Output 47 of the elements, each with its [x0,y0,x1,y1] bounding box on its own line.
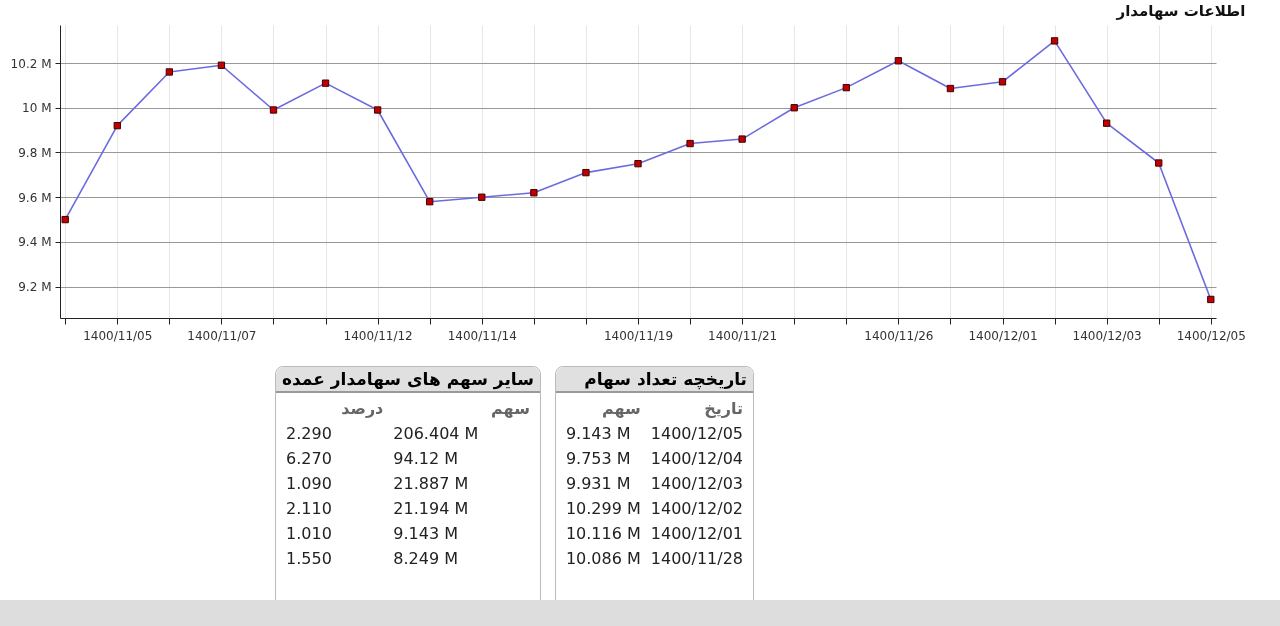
x-tick-label: 1400/11/12 [343,328,413,343]
text: سهم [490,399,530,418]
text: 2.290 [286,424,333,443]
x-tick-label: 1400/12/01 [968,328,1038,343]
x-tick-label: 1400/11/14 [447,328,517,343]
text: 206.404 M [393,424,480,443]
text: 1400/11/28 [650,549,743,568]
text: 10.086 M [565,549,641,568]
y-tick-label: 10.2 M [10,56,52,71]
text: 1400/12/05 [650,424,743,443]
text: 1400/12/03 [650,474,743,493]
text: درصد [340,399,384,418]
text: 9.931 M [565,474,632,493]
y-tick-label: 10 M [22,101,52,116]
text: تاریخ [703,399,743,418]
text: 10.116 M [565,524,641,543]
text: 1400/12/04 [650,449,743,468]
y-tick-label: 9.6 M [18,190,52,205]
text: 8.249 M [393,549,460,568]
text: تاریخچه تعداد سهام [555,367,753,393]
text: سهم [600,399,641,418]
x-tick-label: 1400/12/05 [1176,328,1246,343]
y-tick-label: 9.4 M [18,235,52,250]
x-tick-label: 1400/12/03 [1072,328,1142,343]
text: 1400/12/02 [650,499,743,518]
y-tick-label: 9.8 M [18,145,52,160]
x-tick-label: 1400/11/21 [708,328,778,343]
x-tick-label: 1400/11/05 [83,328,153,343]
x-tick-label: 1400/11/26 [864,328,934,343]
text: 2.110 [286,499,333,518]
text: 1.550 [286,549,333,568]
text: 9.143 M [393,524,460,543]
text: 9.753 M [565,449,632,468]
y-tick-label: 9.2 M [18,280,52,295]
text: 21.194 M [393,499,470,518]
text: 1.010 [286,524,333,543]
x-tick-label: 1400/11/19 [603,328,674,343]
text: 6.270 [286,449,333,468]
text: 1400/12/01 [650,524,743,543]
chart-title: اطلاعات سهامدار [1115,2,1246,20]
text: سایر سهم های سهامدار عمده [276,367,540,393]
text: 10.299 M [565,499,641,518]
x-tick-label: 1400/11/07 [187,328,257,343]
text: 9.143 M [565,424,632,443]
text: 21.887 M [393,474,470,493]
text: 94.12 M [393,449,460,468]
text: 1.090 [286,474,333,493]
